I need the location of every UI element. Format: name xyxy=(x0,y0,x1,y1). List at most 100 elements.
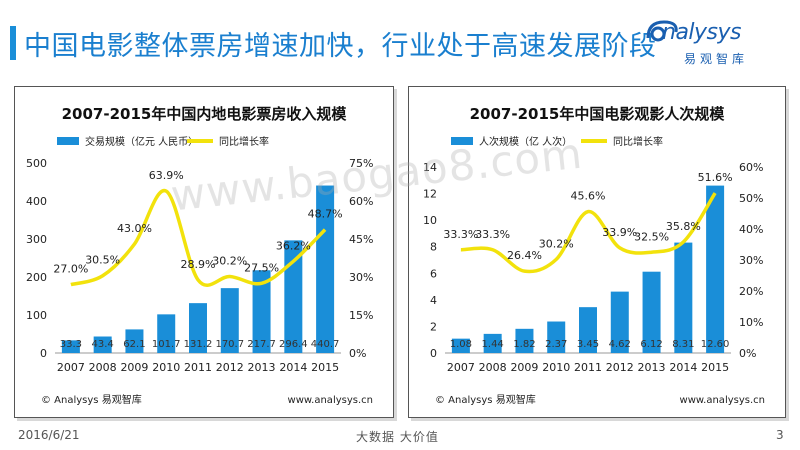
footer-slogan: 大数据 大价值 xyxy=(356,430,439,444)
x-tick-label: 2009 xyxy=(120,361,148,374)
bar-value-label: 1.82 xyxy=(513,339,535,350)
analysys-logo: nalysys 易观智库 xyxy=(646,18,786,74)
growth-rate-label: 33.9% xyxy=(602,226,637,239)
y-left-tick-label: 300 xyxy=(26,233,47,246)
growth-rate-label: 30.2% xyxy=(212,254,247,267)
footer-date: 2016/6/21 xyxy=(18,428,80,442)
x-tick-label: 2013 xyxy=(638,361,666,374)
legend-swatch-bar xyxy=(57,137,79,145)
legend-label-line: 同比增长率 xyxy=(219,135,269,148)
bar xyxy=(189,303,207,353)
y-right-tick-label: 15% xyxy=(349,309,373,322)
growth-rate-label: 30.2% xyxy=(539,237,574,250)
x-tick-label: 2014 xyxy=(669,361,697,374)
bar-value-label: 131.2 xyxy=(184,339,213,350)
x-tick-label: 2015 xyxy=(701,361,729,374)
bar-value-label: 217.7 xyxy=(247,339,276,350)
bar-value-label: 4.62 xyxy=(609,339,631,350)
x-tick-label: 2012 xyxy=(606,361,634,374)
chart-panel-admissions: 2007-2015年中国电影观影人次规模 人次规模（亿 人次） 同比增长率 0 2 4 6 8… xyxy=(408,86,786,418)
y-right-tick-label: 0% xyxy=(349,347,366,360)
bar xyxy=(220,288,239,353)
growth-rate-line xyxy=(460,192,717,274)
bar-value-label: 43.4 xyxy=(92,339,114,350)
legend-swatch-bar xyxy=(451,137,473,145)
logo-wordmark: nalysys xyxy=(662,20,742,45)
chart-source: © Analysys 易观智库 xyxy=(435,393,536,406)
x-tick-label: 2008 xyxy=(89,361,117,374)
chart-title: 2007-2015年中国电影观影人次规模 xyxy=(470,105,726,123)
y-left-tick-label: 400 xyxy=(26,195,47,208)
x-tick-label: 2007 xyxy=(57,361,85,374)
growth-rate-label: 27.5% xyxy=(244,261,279,274)
page-number: 3 xyxy=(776,428,784,442)
bar xyxy=(61,340,80,353)
bar xyxy=(547,321,566,353)
x-tick-label: 2015 xyxy=(311,361,339,374)
bar xyxy=(642,271,661,353)
y-right-tick-label: 50% xyxy=(739,192,763,205)
x-tick-label: 2011 xyxy=(184,361,212,374)
bar-value-label: 170.7 xyxy=(215,339,244,350)
bar-value-label: 3.45 xyxy=(577,339,599,350)
y-left-tick-label: 0 xyxy=(40,347,47,360)
growth-rate-label: 33.3% xyxy=(475,228,510,241)
bar xyxy=(483,333,502,353)
bar-value-label: 33.3 xyxy=(60,339,82,350)
y-left-tick-label: 6 xyxy=(430,267,437,280)
bar-value-label: 12.60 xyxy=(701,339,730,350)
growth-rate-label: 27.0% xyxy=(53,263,88,276)
bar xyxy=(316,185,335,353)
growth-rate-label: 33.3% xyxy=(443,228,478,241)
bar-value-label: 2.37 xyxy=(545,339,567,350)
y-right-tick-label: 60% xyxy=(739,161,763,174)
logo-subtitle: 易观智库 xyxy=(684,52,749,66)
y-left-tick-label: 200 xyxy=(26,271,47,284)
y-right-tick-label: 30% xyxy=(739,254,763,267)
title-accent-bar xyxy=(10,26,16,60)
bar xyxy=(610,291,629,353)
chart-title: 2007-2015年中国内地电影票房收入规模 xyxy=(62,105,348,123)
x-tick-label: 2010 xyxy=(542,361,570,374)
legend-label-bar: 交易规模（亿元 人民币） xyxy=(85,135,198,148)
bar-value-label: 62.1 xyxy=(123,339,145,350)
bar xyxy=(157,314,176,353)
logo-swoosh-icon xyxy=(646,20,678,42)
x-tick-label: 2010 xyxy=(152,361,180,374)
bar-value-label: 296.4 xyxy=(279,339,308,350)
bar xyxy=(284,240,303,353)
bar-value-label: 1.44 xyxy=(482,339,504,350)
x-tick-label: 2014 xyxy=(279,361,307,374)
y-right-tick-label: 30% xyxy=(349,271,373,284)
x-tick-label: 2013 xyxy=(248,361,276,374)
y-right-tick-label: 75% xyxy=(349,157,373,170)
page-title: 中国电影整体票房增速加快，行业处于高速发展阶段 xyxy=(24,31,657,62)
x-tick-label: 2012 xyxy=(216,361,244,374)
bar-value-label: 440.7 xyxy=(311,339,340,350)
y-right-tick-label: 40% xyxy=(739,223,763,236)
bar xyxy=(515,328,534,353)
chart-source: © Analysys 易观智库 xyxy=(41,393,142,406)
bar-value-label: 101.7 xyxy=(152,339,181,350)
chart-panel-box-office: 2007-2015年中国内地电影票房收入规模交易规模（亿元 人民币） 同比增长率 0… xyxy=(14,86,394,418)
legend-label-line: 同比增长率 xyxy=(613,135,663,148)
growth-rate-label: 51.6% xyxy=(698,171,733,184)
growth-rate-label: 48.7% xyxy=(308,208,343,221)
y-right-tick-label: 45% xyxy=(349,233,373,246)
x-tick-label: 2007 xyxy=(447,361,475,374)
y-left-tick-label: 12 xyxy=(423,188,437,201)
x-tick-label: 2008 xyxy=(479,361,507,374)
legend-label-bar: 人次规模（亿 人次） xyxy=(479,135,572,148)
bar-value-label: 8.31 xyxy=(672,339,694,350)
x-tick-label: 2011 xyxy=(574,361,602,374)
bar xyxy=(252,270,271,353)
bar xyxy=(125,329,144,353)
bar-value-label: 1.08 xyxy=(450,339,472,350)
bar xyxy=(93,336,112,353)
x-tick-label: 2009 xyxy=(510,361,538,374)
y-right-tick-label: 0% xyxy=(739,347,756,360)
growth-rate-label: 32.5% xyxy=(634,230,669,243)
growth-rate-label: 45.6% xyxy=(571,190,606,203)
